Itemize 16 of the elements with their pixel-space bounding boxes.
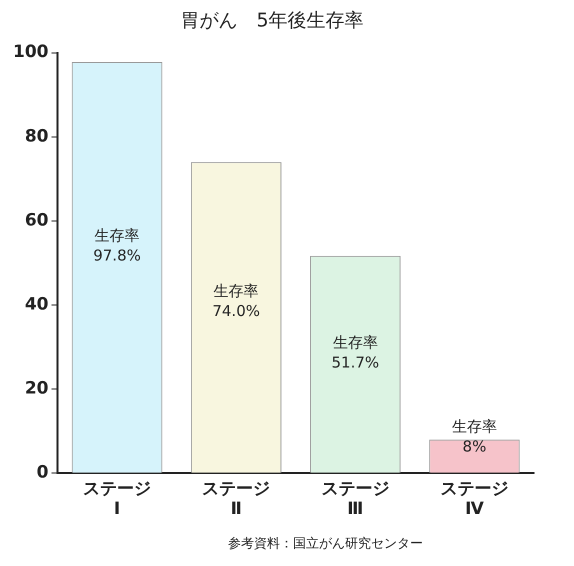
data-label: 生存率 97.8% — [93, 226, 141, 265]
y-tick-label: 0 — [36, 462, 49, 483]
y-tick-label: 20 — [24, 378, 49, 399]
x-tick-label: ステージ Ⅲ — [321, 478, 390, 520]
data-label: 生存率 8% — [452, 417, 497, 456]
data-label: 生存率 51.7% — [331, 333, 380, 372]
x-tick-label: ステージ Ⅰ — [83, 478, 152, 520]
x-tick-label: ステージ Ⅱ — [202, 478, 270, 520]
chart-title: 胃がん 5年後生存率 — [180, 9, 364, 32]
y-tick-label: 100 — [12, 42, 49, 62]
y-tick-label: 80 — [24, 126, 49, 146]
y-tick-label: 40 — [24, 294, 49, 314]
data-label: 生存率 74.0% — [212, 282, 260, 320]
x-tick-label: ステージ Ⅳ — [440, 478, 508, 520]
text: 参考資料：国立がん研究センター — [228, 535, 424, 552]
y-tick-label: 60 — [24, 210, 49, 230]
